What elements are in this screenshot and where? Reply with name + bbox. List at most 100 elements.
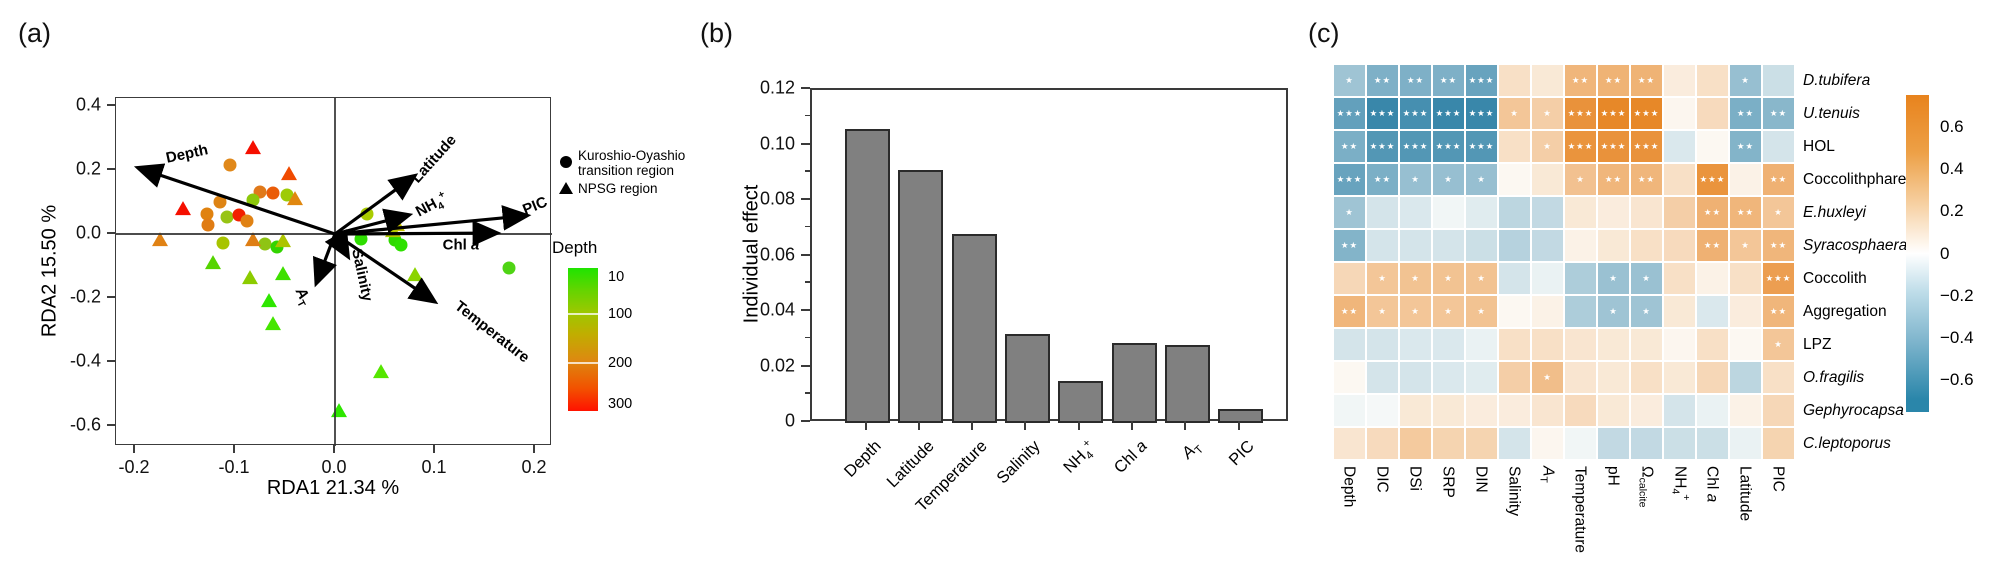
heatmap-cell: [1531, 394, 1564, 427]
x-tick-mark: [1077, 421, 1080, 430]
y-tick-mark: [107, 232, 115, 234]
scatter-point-npsg: [205, 255, 221, 270]
rda-biplot-plot-area: Depth Latitude NH4+ PIC Chl a Temperature Sali…: [115, 97, 552, 446]
depth-colorbar-tick-label: 100: [608, 306, 633, 323]
heatmap-cell: [1729, 394, 1762, 427]
heatmap-cell: [1564, 295, 1597, 328]
scatter-point-transition: [354, 232, 368, 246]
depth-colorbar-title: Depth: [552, 238, 598, 257]
arrow-alkalinity: [312, 233, 337, 288]
significance-stars: ★★★: [1633, 141, 1660, 152]
heatmap-column-label: DIN: [1472, 466, 1490, 493]
significance-stars: ★: [1444, 273, 1453, 284]
heatmap-cell: [1762, 130, 1795, 163]
heatmap-cell: [1465, 229, 1498, 262]
heatmap-cell: ★: [1531, 361, 1564, 394]
heatmap-cell: ★: [1729, 64, 1762, 97]
heatmap-cell: ★★: [1762, 229, 1795, 262]
x-tick-mark: [917, 421, 920, 430]
heatmap-cell: [1696, 427, 1729, 460]
heatmap-cell: [1399, 328, 1432, 361]
x-tick-label: -0.1: [218, 457, 250, 477]
significance-stars: ★: [1609, 273, 1618, 284]
scatter-point-npsg: [175, 201, 191, 216]
heatmap-cell: [1630, 196, 1663, 229]
significance-stars: ★: [1642, 306, 1651, 317]
significance-stars: ★★: [1373, 75, 1392, 86]
significance-stars: ★★: [1736, 108, 1755, 119]
significance-stars: ★★★: [1699, 174, 1726, 185]
heatmap-cell: ★: [1399, 262, 1432, 295]
significance-stars: ★★: [1439, 75, 1458, 86]
heatmap-cell: ★★: [1762, 163, 1795, 196]
heatmap-cell: ★: [1432, 262, 1465, 295]
heatmap-cell: ★★: [1333, 130, 1366, 163]
heatmap-cell: ★: [1333, 196, 1366, 229]
heatmap-cell: [1564, 328, 1597, 361]
heatmap-cell: [1531, 163, 1564, 196]
correlation-colorbar-tick-label: −0.4: [1940, 328, 1974, 348]
significance-stars: ★★★: [1435, 108, 1462, 119]
heatmap-column-label: Temperature: [1571, 466, 1589, 554]
heatmap-cell: [1729, 163, 1762, 196]
scatter-point-npsg: [407, 267, 423, 282]
scatter-point-npsg: [242, 270, 258, 285]
significance-stars: ★★★: [1336, 108, 1363, 119]
y-tick-mark: [107, 168, 115, 170]
x-tick-mark: [133, 445, 135, 453]
heatmap-cell: [1399, 229, 1432, 262]
heatmap-column-label: pH: [1604, 466, 1622, 486]
y-tick-label: 0.08: [759, 188, 795, 209]
heatmap-cell: ★★: [1696, 196, 1729, 229]
significance-stars: ★: [1543, 372, 1552, 383]
significance-stars: ★: [1345, 75, 1354, 86]
scatter-point-npsg: [331, 402, 347, 417]
heatmap-cell: [1366, 427, 1399, 460]
scatter-point-npsg: [245, 140, 261, 155]
arrow-label-alkalinity: AT: [291, 285, 312, 310]
heatmap-row-label: D.tubifera: [1803, 71, 1871, 89]
heatmap-cell: ★★★: [1399, 97, 1432, 130]
y-tick-label: 0.4: [75, 94, 101, 115]
heatmap-cell: [1696, 394, 1729, 427]
significance-stars: ★: [1543, 108, 1552, 119]
heatmap-cell: [1333, 427, 1366, 460]
heatmap-cell: [1465, 328, 1498, 361]
category-label-3: Salinity: [993, 437, 1045, 488]
heatmap-cell: ★★★: [1399, 130, 1432, 163]
heatmap-cell: [1564, 361, 1597, 394]
significance-stars: ★★★: [1336, 174, 1363, 185]
y-tick-mark: [801, 364, 810, 367]
significance-stars: ★: [1741, 75, 1750, 86]
heatmap-cell: ★★: [1630, 64, 1663, 97]
scatter-point-transition: [258, 237, 272, 251]
significance-stars: ★: [1378, 306, 1387, 317]
heatmap-cell: ★★★: [1564, 130, 1597, 163]
significance-stars: ★: [1444, 174, 1453, 185]
significance-stars: ★: [1378, 273, 1387, 284]
y-tick-label: 0.06: [759, 244, 795, 264]
x-tick-label: 0.0: [321, 457, 347, 477]
scatter-point-npsg: [152, 231, 168, 246]
category-label-6: AT: [1178, 441, 1207, 463]
heatmap-cell: ★★: [1597, 163, 1630, 196]
significance-stars: ★★: [1769, 174, 1788, 185]
scatter-point-transition: [502, 261, 516, 275]
heatmap-cell: [1498, 130, 1531, 163]
heatmap-column-label: DIC: [1373, 466, 1391, 493]
heatmap-cell: [1696, 328, 1729, 361]
significance-stars: ★★★: [1369, 141, 1396, 152]
heatmap-row-label: Aggregation: [1803, 302, 1887, 320]
heatmap-cell: [1729, 295, 1762, 328]
significance-stars: ★★: [1340, 306, 1359, 317]
heatmap-cell: [1498, 394, 1531, 427]
arrow-salinity: [324, 229, 351, 261]
heatmap-cell: [1399, 196, 1432, 229]
heatmap-cell: ★★★: [1465, 130, 1498, 163]
significance-stars: ★★: [1736, 141, 1755, 152]
panel-b-label: (b): [700, 18, 733, 48]
heatmap-cell: [1333, 262, 1366, 295]
scatter-point-transition: [394, 238, 408, 252]
y-tick-mark: [107, 104, 115, 106]
correlation-colorbar-tick-label: 0.2: [1940, 201, 1964, 221]
